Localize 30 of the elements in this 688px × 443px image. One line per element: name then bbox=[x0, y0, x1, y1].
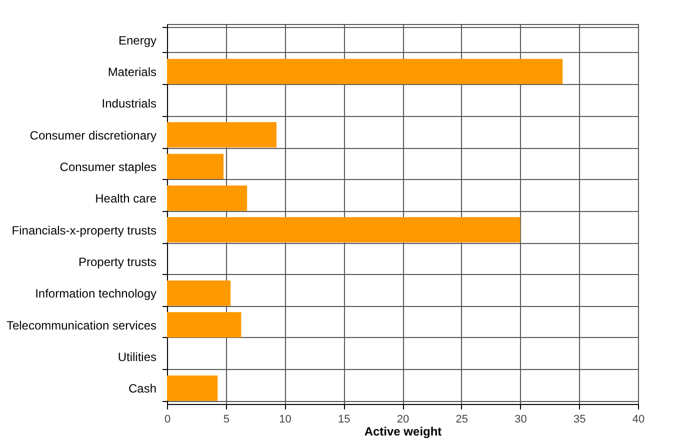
bar bbox=[167, 58, 563, 84]
y-tick-label: Utilities bbox=[118, 350, 156, 364]
x-tick-label: 10 bbox=[279, 414, 292, 426]
x-tick-label: 0 bbox=[164, 414, 171, 426]
y-tick-label: Consumer staples bbox=[60, 160, 156, 174]
bar bbox=[167, 312, 242, 338]
x-tick-label: 5 bbox=[223, 414, 230, 426]
y-tick-label: Cash bbox=[128, 382, 156, 396]
y-tick-label: Industrials bbox=[102, 96, 156, 111]
bar bbox=[167, 217, 520, 242]
y-tick-label: Materials bbox=[108, 65, 156, 79]
bar bbox=[167, 280, 231, 306]
y-tick-label: Energy bbox=[118, 33, 156, 48]
x-axis-title: Active weight bbox=[364, 424, 442, 438]
y-tick-label: Financials-x-property trusts bbox=[12, 223, 156, 238]
y-tick-label: Telecommunication services bbox=[6, 318, 156, 332]
y-tick-label: Consumer discretionary bbox=[30, 128, 156, 142]
bar bbox=[167, 154, 224, 180]
x-tick-label: 15 bbox=[338, 414, 350, 426]
bar bbox=[167, 376, 218, 401]
x-tick-label: 20 bbox=[396, 414, 410, 426]
y-tick-label: Information technology bbox=[35, 286, 156, 301]
y-tick-label: Property trusts bbox=[78, 255, 156, 269]
x-tick-label: 40 bbox=[632, 414, 645, 426]
y-tick-label: Health care bbox=[95, 192, 157, 206]
bar bbox=[167, 122, 277, 148]
x-tick-label: 30 bbox=[514, 414, 527, 426]
x-tick-label: 25 bbox=[456, 414, 468, 426]
x-tick-label: 35 bbox=[574, 414, 586, 426]
bar bbox=[167, 186, 248, 211]
